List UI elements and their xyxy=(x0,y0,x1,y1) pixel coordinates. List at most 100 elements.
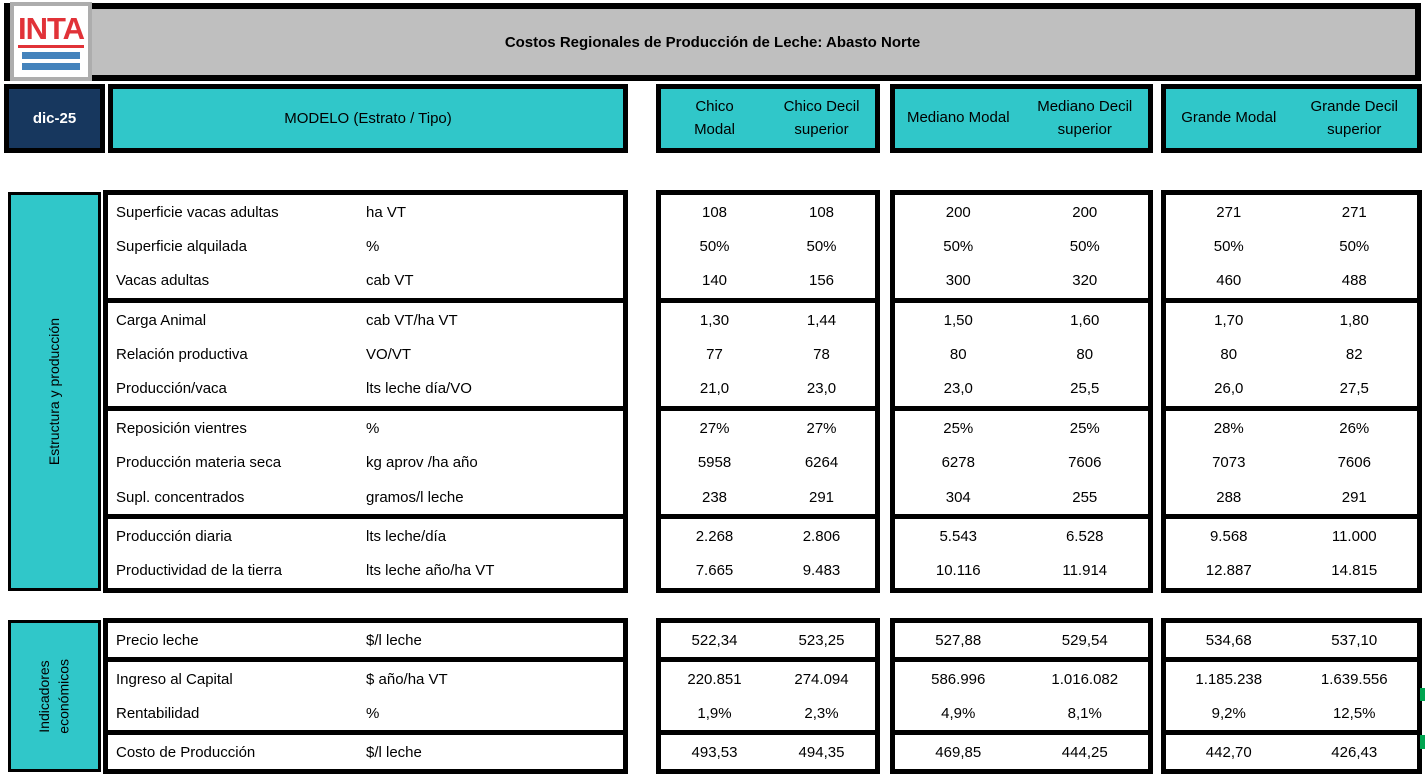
value-cell: 5958 xyxy=(697,454,732,472)
column-group-mediano: Mediano Modal Mediano Decil superior xyxy=(890,84,1153,153)
value-cell: 460 xyxy=(1216,272,1242,290)
table-value-row: 50% 50% xyxy=(661,229,875,263)
table-value-row: 1,30 1,44 xyxy=(661,298,875,337)
row-unit: gramos/l leche xyxy=(366,488,464,506)
value-cell: 50% xyxy=(1069,238,1100,256)
row-unit: ha VT xyxy=(366,203,407,221)
column-header: Grande Modal xyxy=(1181,109,1277,127)
table-row: Reposición vientres% xyxy=(108,406,623,445)
date-cell: dic-25 xyxy=(4,84,105,153)
table-row: Precio leche $/l leche xyxy=(108,623,623,657)
value-cell: 1,70 xyxy=(1214,311,1244,329)
table-value-row: 288 291 xyxy=(1166,480,1417,514)
value-cell: 80 xyxy=(1076,346,1094,364)
value-cell: 444,25 xyxy=(1061,743,1108,761)
table-row: Producción materia seca kg aprov /ha año xyxy=(108,446,623,480)
value-cell: 1,80 xyxy=(1339,311,1369,329)
value-cell: 6278 xyxy=(941,454,975,472)
row-unit: $/l leche xyxy=(366,743,422,761)
row-label: Producción materia seca xyxy=(116,454,282,472)
row-unit: lts leche día/VO xyxy=(366,380,472,398)
value-cell: 1,30 xyxy=(699,311,730,329)
table-value-row: 460 488 xyxy=(1166,264,1417,298)
table-value-row: 522,34 523,25 xyxy=(661,623,875,657)
table-value-row: 220.851 274.094 xyxy=(661,657,875,696)
value-cell: 1,60 xyxy=(1070,311,1100,329)
value-cell: 300 xyxy=(945,272,971,290)
value-cell: 12.887 xyxy=(1205,562,1252,580)
value-cell: 25% xyxy=(943,419,974,437)
value-cell: 291 xyxy=(808,488,835,506)
section-label-estructura: Estructura y producción xyxy=(8,192,101,591)
section-label-indicadores: Indicadores económicos xyxy=(8,620,101,772)
value-cell: 493,53 xyxy=(691,743,738,761)
section1-row-labels: Superficie vacas adultas ha VT Superficie … xyxy=(103,190,628,593)
value-cell: 108 xyxy=(808,203,835,221)
value-cell: 2.268 xyxy=(695,527,734,545)
value-cell: 26,0 xyxy=(1214,380,1244,398)
value-cell: 108 xyxy=(701,203,728,221)
table-value-row: 442,70 426,43 xyxy=(1166,730,1417,769)
value-cell: 11.914 xyxy=(1062,562,1108,580)
table-value-row: 6278 7606 xyxy=(895,446,1148,480)
green-tick-icon xyxy=(1420,735,1425,749)
value-cell: 156 xyxy=(808,272,835,290)
section-label-text: Indicadores económicos xyxy=(35,658,72,734)
value-cell: 21,0 xyxy=(699,380,730,398)
value-cell: 6.528 xyxy=(1065,527,1104,545)
value-cell: 23,0 xyxy=(806,380,837,398)
value-cell: 50% xyxy=(943,238,974,256)
value-cell: 50% xyxy=(1213,238,1244,256)
row-unit: VO/VT xyxy=(366,346,412,364)
table-value-row: 493,53 494,35 xyxy=(661,730,875,769)
column-header: Mediano Decil superior xyxy=(1037,98,1133,138)
table-value-row: 1.185.238 1.639.556 xyxy=(1166,657,1417,696)
table-value-row: 304 255 xyxy=(895,480,1148,514)
value-cell: 80 xyxy=(1220,346,1238,364)
value-cell: 4,9% xyxy=(941,704,976,722)
value-cell: 25% xyxy=(1069,419,1100,437)
value-cell: 27% xyxy=(699,419,730,437)
row-unit: cab VT xyxy=(366,272,414,290)
value-cell: 586.996 xyxy=(931,670,986,688)
table-row: Supl. concentrados gramos/l leche xyxy=(108,480,623,514)
value-cell: 78 xyxy=(813,346,830,364)
value-cell: 1,9% xyxy=(697,704,732,722)
table-row: Producción/vaca lts leche día/VO xyxy=(108,372,623,406)
inta-logo-text: INTA xyxy=(17,11,85,48)
value-cell: 291 xyxy=(1341,488,1367,506)
column-group-grande: Grande Modal Grande Decil superior xyxy=(1161,84,1422,153)
value-cell: 26% xyxy=(1339,419,1370,437)
green-tick-icon xyxy=(1420,688,1425,701)
value-cell: 14.815 xyxy=(1331,562,1378,580)
title-banner: Costos Regionales de Producción de Leche… xyxy=(4,3,1421,81)
value-cell: 274.094 xyxy=(794,670,849,688)
row-unit: % xyxy=(366,704,380,722)
value-cell: 529,54 xyxy=(1061,631,1108,649)
report-title: Costos Regionales de Producción de Leche… xyxy=(504,33,921,51)
table-value-row: 5.543 6.528 xyxy=(895,514,1148,553)
row-label: Rentabilidad xyxy=(116,704,200,722)
column-header: Mediano Modal xyxy=(906,109,1010,127)
row-unit: kg aprov /ha año xyxy=(366,454,478,472)
value-cell: 426,43 xyxy=(1331,743,1378,761)
table-value-row: 10.116 11.914 xyxy=(895,554,1148,588)
row-unit: lts leche año/ha VT xyxy=(366,562,495,580)
value-cell: 1,50 xyxy=(943,311,973,329)
value-cell: 523,25 xyxy=(798,631,845,649)
row-label: Precio leche xyxy=(116,631,199,649)
table-value-row: 25% 25% xyxy=(895,406,1148,445)
row-label: Supl. concentrados xyxy=(116,488,245,506)
table-value-row: 80 80 xyxy=(895,337,1148,371)
row-unit: % xyxy=(366,238,380,256)
value-cell: 200 xyxy=(945,203,971,221)
table-value-row: 77 78 xyxy=(661,337,875,371)
table-value-row: 80 82 xyxy=(1166,337,1417,371)
value-cell: 7606 xyxy=(1337,454,1371,472)
table-value-row: 200 200 xyxy=(895,195,1148,229)
value-cell: 271 xyxy=(1341,203,1367,221)
value-cell: 50% xyxy=(806,238,837,256)
value-cell: 7606 xyxy=(1068,454,1102,472)
value-cell: 11.000 xyxy=(1331,527,1377,545)
